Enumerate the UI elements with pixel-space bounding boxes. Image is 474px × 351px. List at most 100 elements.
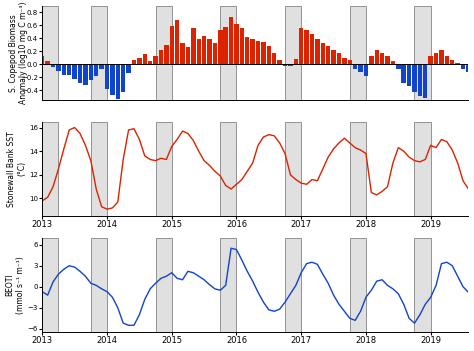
Bar bbox=[91, 122, 107, 216]
Bar bbox=[396, 64, 401, 69]
Bar bbox=[127, 64, 131, 73]
Bar bbox=[326, 46, 330, 64]
Bar bbox=[116, 64, 120, 99]
Y-axis label: Stonewall Bank SST
(°C): Stonewall Bank SST (°C) bbox=[7, 131, 27, 207]
Bar bbox=[261, 42, 265, 64]
Bar bbox=[67, 64, 72, 75]
Bar bbox=[245, 37, 249, 64]
Bar bbox=[412, 64, 417, 92]
Bar bbox=[272, 53, 276, 64]
Bar bbox=[105, 64, 109, 89]
Bar bbox=[83, 64, 88, 85]
Bar bbox=[445, 57, 449, 64]
Bar bbox=[456, 63, 460, 64]
Bar bbox=[155, 122, 172, 216]
Bar bbox=[159, 50, 163, 64]
Bar bbox=[256, 41, 260, 64]
Bar bbox=[62, 64, 66, 75]
Bar bbox=[223, 27, 228, 64]
Bar bbox=[170, 26, 174, 64]
Bar bbox=[320, 44, 325, 64]
Bar bbox=[353, 64, 357, 69]
Bar bbox=[310, 34, 314, 64]
Bar bbox=[418, 64, 422, 95]
Bar bbox=[110, 64, 115, 95]
Bar bbox=[132, 60, 136, 64]
Bar bbox=[164, 45, 169, 64]
Bar bbox=[240, 28, 244, 64]
Bar bbox=[347, 60, 352, 64]
Bar bbox=[439, 50, 444, 64]
Bar bbox=[337, 53, 341, 64]
Bar bbox=[78, 64, 82, 82]
Bar bbox=[374, 50, 379, 64]
Bar bbox=[466, 64, 471, 72]
Bar bbox=[423, 64, 428, 98]
Bar bbox=[191, 28, 196, 64]
Bar bbox=[180, 44, 185, 64]
Bar bbox=[186, 47, 190, 64]
Bar bbox=[283, 64, 287, 66]
Bar bbox=[234, 24, 239, 64]
Bar bbox=[100, 64, 104, 69]
Bar bbox=[220, 6, 237, 100]
Bar bbox=[207, 39, 212, 64]
Bar bbox=[73, 64, 77, 79]
Bar bbox=[155, 6, 172, 100]
Bar bbox=[42, 6, 58, 100]
Bar bbox=[137, 58, 142, 64]
Bar bbox=[89, 64, 93, 80]
Bar bbox=[277, 60, 282, 64]
Bar bbox=[350, 6, 366, 100]
Bar bbox=[434, 53, 438, 64]
Bar bbox=[461, 64, 465, 69]
Y-axis label: S. Copepod Biomass
Anomaly (log10 mg C m⁻³): S. Copepod Biomass Anomaly (log10 mg C m… bbox=[9, 2, 28, 104]
Bar bbox=[288, 64, 292, 66]
Bar bbox=[220, 238, 237, 332]
Bar bbox=[229, 17, 233, 64]
Bar bbox=[428, 57, 433, 64]
Bar bbox=[42, 122, 58, 216]
Bar bbox=[143, 54, 147, 64]
Bar bbox=[342, 58, 346, 64]
Bar bbox=[213, 43, 217, 64]
Bar bbox=[56, 64, 61, 71]
Bar bbox=[94, 64, 99, 76]
Bar bbox=[350, 122, 366, 216]
Bar bbox=[293, 59, 298, 64]
Bar bbox=[285, 238, 301, 332]
Bar bbox=[380, 53, 384, 64]
Bar bbox=[358, 64, 363, 72]
Bar bbox=[250, 39, 255, 64]
Bar bbox=[202, 36, 206, 64]
Y-axis label: BEOTI
(mmol s⁻¹ m⁻¹): BEOTI (mmol s⁻¹ m⁻¹) bbox=[6, 256, 25, 314]
Bar bbox=[304, 30, 309, 64]
Bar bbox=[364, 64, 368, 76]
Bar bbox=[331, 50, 336, 64]
Bar bbox=[148, 61, 152, 64]
Bar bbox=[450, 60, 455, 64]
Bar bbox=[385, 57, 390, 64]
Bar bbox=[472, 64, 474, 69]
Bar bbox=[154, 57, 158, 64]
Bar bbox=[369, 57, 374, 64]
Bar bbox=[51, 64, 55, 67]
Bar bbox=[220, 122, 237, 216]
Bar bbox=[391, 61, 395, 64]
Bar bbox=[91, 238, 107, 332]
Bar bbox=[175, 20, 179, 64]
Bar bbox=[401, 64, 406, 82]
Bar bbox=[46, 61, 50, 64]
Bar bbox=[197, 39, 201, 64]
Bar bbox=[285, 6, 301, 100]
Bar bbox=[40, 57, 45, 64]
Bar bbox=[155, 238, 172, 332]
Bar bbox=[414, 122, 431, 216]
Bar bbox=[91, 6, 107, 100]
Bar bbox=[42, 238, 58, 332]
Bar bbox=[414, 238, 431, 332]
Bar bbox=[299, 28, 303, 64]
Bar bbox=[414, 6, 431, 100]
Bar bbox=[407, 64, 411, 86]
Bar bbox=[285, 122, 301, 216]
